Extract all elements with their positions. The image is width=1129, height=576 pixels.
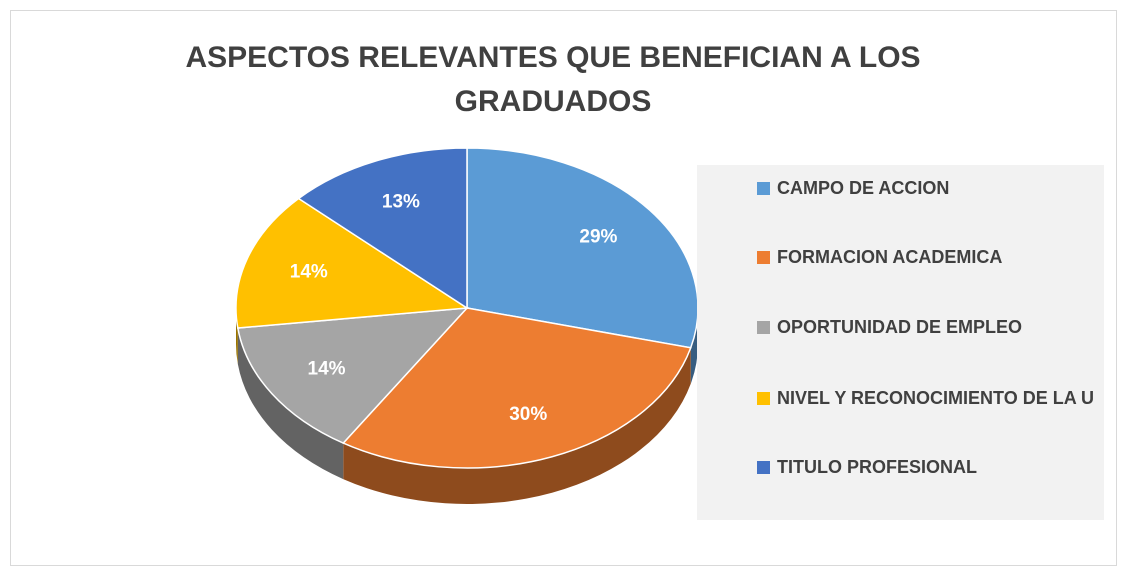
data-label: 13% xyxy=(382,191,420,212)
legend-label: TITULO PROFESIONAL xyxy=(777,457,977,477)
chart-title: ASPECTOS RELEVANTES QUE BENEFICIAN A LOS… xyxy=(185,41,921,118)
legend-item: NIVEL Y RECONOCIMIENTO DE LA U xyxy=(757,385,1097,411)
legend-swatch xyxy=(757,461,770,474)
slice-side xyxy=(237,328,344,480)
data-label: 14% xyxy=(308,359,346,380)
slice xyxy=(341,307,692,469)
legend-item: FORMACION ACADEMICA xyxy=(757,244,1097,270)
slice-side xyxy=(343,347,691,504)
legend-label: OPORTUNIDAD DE EMPLEO xyxy=(777,317,1023,337)
data-label: 30% xyxy=(509,404,547,425)
legend-label: FORMACION ACADEMICA xyxy=(777,247,1003,267)
legend-item: TITULO PROFESIONAL xyxy=(757,454,1097,480)
slice xyxy=(235,197,470,329)
slice-side xyxy=(690,308,698,384)
slice xyxy=(236,307,469,444)
legend: CAMPO DE ACCION FORMACION ACADEMICA OPORTU… xyxy=(697,165,1104,520)
legend-label: NIVEL Y RECONOCIMIENTO DE LA U xyxy=(777,388,1095,408)
legend-label: CAMPO DE ACCION xyxy=(777,178,950,198)
legend-swatch xyxy=(757,321,770,334)
legend-swatch xyxy=(757,251,770,264)
legend-item: CAMPO DE ACCION xyxy=(757,175,1097,201)
legend-item: OPORTUNIDAD DE EMPLEO xyxy=(757,314,1097,340)
data-label: 14% xyxy=(290,261,328,282)
legend-swatch xyxy=(757,392,770,405)
legend-swatch xyxy=(757,182,770,195)
data-label: 29% xyxy=(579,226,617,247)
chart-border xyxy=(10,10,1117,566)
slice xyxy=(297,147,468,310)
